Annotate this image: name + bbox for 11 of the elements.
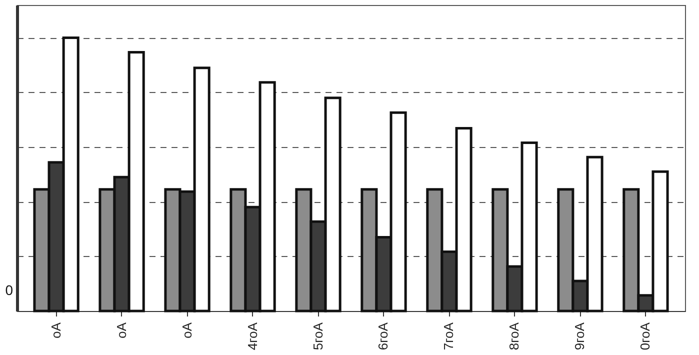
x-tick-label: оА xyxy=(179,322,194,338)
x-tick-label: 0гоА xyxy=(638,322,653,350)
x-tick-label: оА xyxy=(48,322,64,338)
x-tick-label: 8гоА xyxy=(506,322,522,350)
x-tick-label: 9гоА xyxy=(572,322,588,350)
x-tick-label: 4гоА xyxy=(244,322,260,350)
x-tick-label: 7гоА xyxy=(441,322,456,350)
x-tick-label: оА xyxy=(114,322,129,338)
x-tick-label: 5гоА xyxy=(310,322,326,350)
x-tick-label: 6гоА xyxy=(376,322,391,350)
text: 0 xyxy=(5,282,14,298)
